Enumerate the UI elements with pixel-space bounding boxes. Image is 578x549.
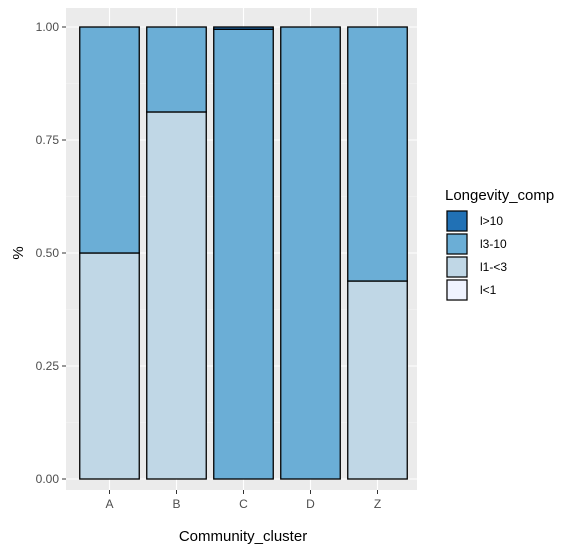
- bar-segment: [146, 26, 207, 113]
- legend-label: l<1: [480, 283, 497, 297]
- y-axis-title: %: [10, 246, 27, 259]
- bar-segment: [213, 28, 274, 480]
- legend-swatch: [446, 279, 468, 301]
- legend-swatch: [446, 256, 468, 278]
- x-tick-label: A: [105, 497, 113, 511]
- y-axis-ticks: 0.00 0.25 0.50 0.75 1.00: [36, 20, 66, 486]
- x-tick-label: C: [239, 497, 248, 511]
- x-tick-label: B: [172, 497, 180, 511]
- bar-segment: [146, 111, 207, 480]
- legend-label: l3-10: [480, 237, 507, 251]
- legend: Longevity_comp l>10 l3-10 l1-<3 l<1: [445, 187, 554, 301]
- legend-swatch: [446, 210, 468, 232]
- x-tick-label: D: [306, 497, 315, 511]
- bar-segment: [347, 280, 408, 480]
- legend-title: Longevity_comp: [445, 187, 554, 204]
- bar-segment: [347, 26, 408, 282]
- bar-segment: [79, 26, 140, 254]
- x-axis-title: Community_cluster: [179, 528, 307, 545]
- legend-label: l1-<3: [480, 260, 507, 274]
- y-tick-label: 0.50: [36, 246, 60, 260]
- bars-group: [79, 26, 408, 480]
- legend-label: l>10: [480, 214, 503, 228]
- bar-segment: [213, 26, 274, 30]
- x-tick-label: Z: [374, 497, 381, 511]
- y-tick-label: 0.75: [36, 133, 60, 147]
- bar-segment: [79, 252, 140, 480]
- bar-segment: [280, 26, 341, 480]
- legend-swatch: [446, 233, 468, 255]
- y-tick-label: 1.00: [36, 20, 60, 34]
- y-tick-label: 0.25: [36, 359, 60, 373]
- y-tick-label: 0.00: [36, 472, 60, 486]
